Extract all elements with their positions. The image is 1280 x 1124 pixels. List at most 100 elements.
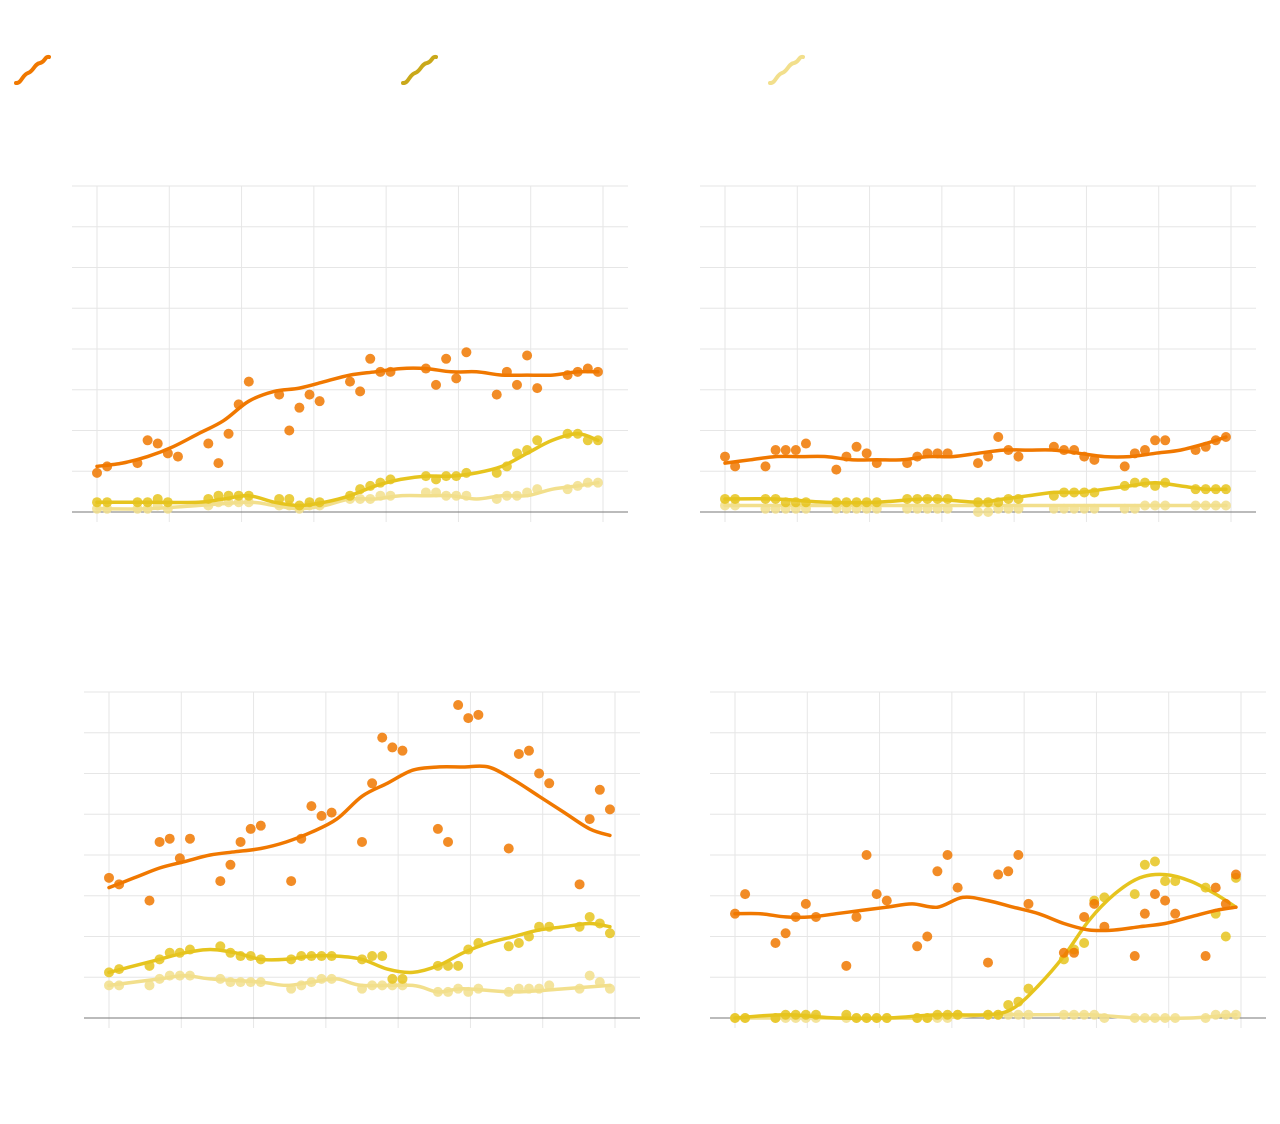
data-point <box>922 931 933 942</box>
data-point <box>1079 938 1090 949</box>
line-symbol-icon <box>401 54 438 85</box>
data-point <box>1220 898 1231 909</box>
data-point <box>523 745 534 756</box>
data-point <box>164 833 175 844</box>
data-point <box>235 836 246 847</box>
data-point <box>770 445 781 456</box>
data-point <box>1013 850 1024 860</box>
data-point <box>213 458 224 469</box>
legend-item-3 <box>768 54 805 85</box>
data-point <box>463 713 474 724</box>
data-point <box>993 432 1004 443</box>
data-point <box>594 784 605 795</box>
data-point <box>184 833 195 844</box>
data-point <box>1170 908 1181 919</box>
data-point <box>286 876 297 887</box>
data-point <box>851 911 862 922</box>
data-point <box>215 876 226 887</box>
data-point <box>314 396 325 407</box>
data-point <box>397 973 408 984</box>
data-point <box>304 389 315 400</box>
data-point <box>473 709 484 720</box>
data-point <box>973 458 983 469</box>
gridlines <box>72 185 628 522</box>
data-point <box>584 911 595 922</box>
chart-panel-2 <box>700 185 1256 522</box>
data-point <box>255 820 266 831</box>
series-1 <box>720 432 1231 475</box>
data-point <box>441 353 452 364</box>
data-point <box>432 823 443 834</box>
data-point <box>881 895 892 906</box>
legend-item-2 <box>401 54 438 85</box>
data-point <box>284 425 295 436</box>
data-point <box>345 376 355 387</box>
trend-line <box>107 764 612 890</box>
data-point <box>1210 882 1221 893</box>
data-point <box>790 445 801 456</box>
trend-line <box>733 895 1238 933</box>
data-point <box>851 441 862 452</box>
data-point <box>983 957 993 968</box>
data-point <box>831 464 842 475</box>
data-point <box>534 768 545 779</box>
data-point <box>92 467 102 478</box>
series-2 <box>720 477 1231 508</box>
data-point <box>983 507 994 517</box>
data-point <box>544 980 555 991</box>
data-point <box>1160 895 1171 906</box>
data-point <box>983 451 994 462</box>
data-point <box>841 960 852 971</box>
data-point <box>377 732 388 743</box>
data-point <box>544 778 555 789</box>
data-point <box>316 810 327 821</box>
data-point <box>203 438 214 449</box>
legend <box>14 54 805 85</box>
data-point <box>1119 461 1130 472</box>
data-point <box>154 836 165 847</box>
data-point <box>1089 898 1100 909</box>
data-point <box>243 376 254 387</box>
trend-line <box>723 435 1228 465</box>
data-point <box>912 941 923 952</box>
data-point <box>584 970 595 981</box>
data-point <box>932 866 943 877</box>
data-point <box>1129 951 1140 962</box>
data-point <box>760 461 771 472</box>
data-point <box>1160 435 1171 446</box>
data-point <box>377 951 388 962</box>
series-2 <box>92 428 603 511</box>
trend-line <box>95 366 600 469</box>
series-3 <box>720 500 1231 517</box>
series-3 <box>104 970 615 997</box>
data-point <box>1129 889 1140 900</box>
data-point <box>1079 911 1090 922</box>
data-point <box>1139 859 1150 870</box>
data-point <box>453 960 464 971</box>
chart-panel-4 <box>710 691 1266 1028</box>
data-point <box>720 451 730 462</box>
data-point <box>144 980 155 991</box>
chart-panel-1 <box>72 185 628 522</box>
data-point <box>861 448 872 459</box>
data-point <box>357 836 367 847</box>
data-point <box>1139 445 1150 456</box>
data-point <box>431 379 442 390</box>
data-point <box>142 435 153 446</box>
data-point <box>800 898 811 909</box>
data-point <box>871 889 882 900</box>
data-point <box>952 882 963 893</box>
trend-line <box>733 872 1238 1021</box>
data-point <box>1200 951 1211 962</box>
data-point <box>800 438 811 449</box>
line-symbol-icon <box>768 54 805 85</box>
trend-line <box>723 480 1228 505</box>
data-point <box>225 859 236 870</box>
data-point <box>513 748 524 759</box>
data-point <box>1230 869 1241 880</box>
data-point <box>942 850 953 860</box>
data-point <box>355 386 366 397</box>
data-point <box>453 700 464 711</box>
data-point <box>306 801 317 812</box>
